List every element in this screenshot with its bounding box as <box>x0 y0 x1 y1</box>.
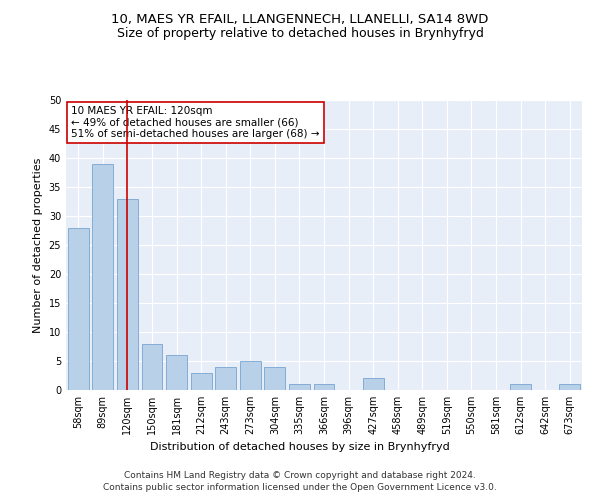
Bar <box>289 384 310 390</box>
Text: Contains HM Land Registry data © Crown copyright and database right 2024.: Contains HM Land Registry data © Crown c… <box>124 471 476 480</box>
Text: 10, MAES YR EFAIL, LLANGENNECH, LLANELLI, SA14 8WD: 10, MAES YR EFAIL, LLANGENNECH, LLANELLI… <box>112 12 488 26</box>
Text: Size of property relative to detached houses in Brynhyfryd: Size of property relative to detached ho… <box>116 28 484 40</box>
Bar <box>240 361 261 390</box>
Text: Distribution of detached houses by size in Brynhyfryd: Distribution of detached houses by size … <box>150 442 450 452</box>
Bar <box>215 367 236 390</box>
Bar <box>559 384 580 390</box>
Bar <box>117 198 138 390</box>
Text: Contains public sector information licensed under the Open Government Licence v3: Contains public sector information licen… <box>103 484 497 492</box>
Bar <box>68 228 89 390</box>
Bar <box>191 372 212 390</box>
Bar <box>314 384 334 390</box>
Y-axis label: Number of detached properties: Number of detached properties <box>33 158 43 332</box>
Bar <box>142 344 163 390</box>
Bar <box>510 384 531 390</box>
Bar <box>166 355 187 390</box>
Bar <box>92 164 113 390</box>
Bar <box>362 378 383 390</box>
Text: 10 MAES YR EFAIL: 120sqm
← 49% of detached houses are smaller (66)
51% of semi-d: 10 MAES YR EFAIL: 120sqm ← 49% of detach… <box>71 106 320 139</box>
Bar <box>265 367 286 390</box>
